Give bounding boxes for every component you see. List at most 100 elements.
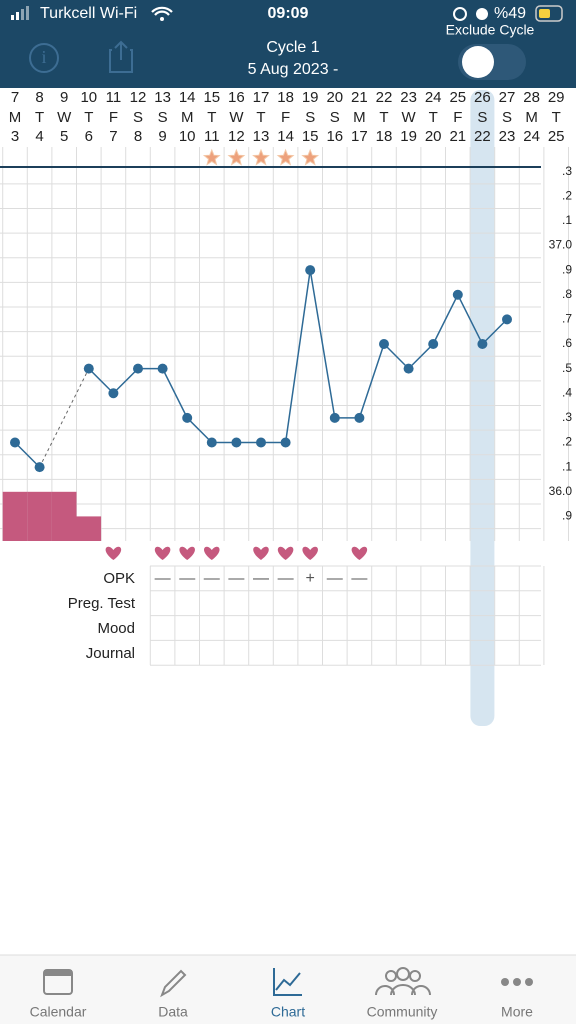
opk-result: —: [155, 570, 171, 587]
date-label: 25: [449, 89, 466, 106]
data-icon: [160, 969, 187, 998]
chart: 7M38T49W510T611F712S813S914M1015T1116W12…: [0, 89, 572, 726]
fertile-star: [202, 148, 221, 166]
weekday-label: S: [305, 109, 315, 126]
temperature-point: [108, 388, 119, 399]
battery-level: [539, 9, 550, 18]
temperature-point: [428, 339, 439, 349]
opk-result: —: [327, 570, 343, 587]
temperature-point: [452, 289, 463, 300]
y-tick-label: .5: [562, 361, 572, 375]
cycle-day-label: 5: [60, 128, 68, 145]
weekday-label: M: [353, 109, 366, 126]
temperature-point: [182, 412, 193, 423]
date-label: 20: [326, 89, 343, 106]
tab-bar: [0, 955, 576, 1024]
weekday-label: T: [429, 109, 438, 126]
weekday-label: T: [379, 109, 388, 126]
lock-icon: [453, 7, 467, 21]
tab-label[interactable]: Community: [367, 1004, 438, 1020]
y-tick-label: 37.0: [549, 238, 573, 252]
weekday-label: M: [181, 109, 194, 126]
date-label: 9: [60, 89, 68, 106]
cycle-day-label: 7: [109, 128, 117, 145]
weekday-label: M: [525, 109, 538, 126]
temperature-point: [280, 437, 291, 448]
cycle-day-label: 17: [351, 128, 368, 145]
y-tick-label: .2: [562, 435, 572, 449]
date-label: 19: [302, 89, 319, 106]
cycle-day-label: 12: [228, 128, 245, 145]
intercourse-heart: [253, 546, 269, 560]
chart-icon: [273, 968, 302, 996]
flow-block: [76, 516, 102, 541]
highlight-column: [470, 90, 495, 726]
row-label: Mood: [97, 620, 135, 637]
cycle-day-label: 16: [326, 128, 343, 145]
fertile-star: [227, 148, 246, 166]
tab-label[interactable]: Calendar: [30, 1004, 87, 1020]
community-icon: [375, 967, 431, 996]
cycle-day-label: 15: [302, 128, 319, 145]
date-label: 17: [253, 89, 270, 106]
cycle-title: Cycle 1: [266, 39, 319, 56]
y-tick-label: .4: [562, 385, 572, 399]
cycle-day-label: 13: [253, 128, 270, 145]
opk-result: —: [179, 570, 195, 587]
cycle-day-label: 22: [474, 128, 491, 145]
intercourse-heart: [179, 546, 195, 560]
fertile-star: [276, 148, 295, 166]
opk-result: —: [204, 570, 220, 587]
y-tick-label: .3: [562, 164, 572, 178]
intercourse-heart: [154, 546, 171, 560]
row-label: Journal: [86, 645, 135, 662]
date-label: 10: [80, 89, 97, 106]
signal-icon: [11, 6, 29, 20]
intercourse-heart: [351, 546, 368, 560]
row-label: Preg. Test: [68, 595, 136, 612]
cycle-day-label: 24: [523, 128, 540, 145]
y-tick-label: .9: [562, 262, 572, 276]
carrier: Turkcell Wi-Fi: [40, 5, 137, 22]
cycle-day-label: 14: [277, 128, 294, 145]
date-label: 21: [351, 89, 368, 106]
weekday-label: S: [133, 109, 143, 126]
weekday-label: W: [57, 109, 72, 126]
temperature-point: [502, 314, 512, 325]
info-button[interactable]: [29, 43, 59, 73]
tab-label[interactable]: More: [501, 1004, 533, 1020]
date-label: 18: [277, 89, 294, 106]
y-tick-label: .1: [562, 213, 572, 227]
tab-label[interactable]: Chart: [271, 1004, 305, 1020]
weekday-label: T: [207, 109, 216, 126]
cycle-day-label: 18: [376, 128, 393, 145]
temperature-point: [10, 437, 20, 448]
tab-label[interactable]: Data: [158, 1004, 188, 1020]
y-tick-label: .2: [562, 188, 572, 202]
wifi-dot: [160, 17, 164, 21]
weekday-label: W: [229, 109, 244, 126]
date-label: 24: [425, 89, 442, 106]
info-glyph: i: [41, 47, 46, 67]
flow-block: [2, 491, 28, 541]
opk-result: +: [306, 570, 315, 587]
share-button[interactable]: [109, 40, 133, 73]
flow-block: [27, 491, 52, 541]
date-label: 23: [400, 89, 417, 106]
date-label: 11: [106, 89, 122, 106]
battery-text: %49: [494, 5, 526, 22]
opk-result: —: [351, 570, 367, 587]
date-label: 22: [376, 89, 393, 106]
temperature-point: [329, 412, 340, 423]
alarm-icon: [476, 8, 488, 20]
weekday-label: S: [158, 109, 168, 126]
calendar-icon: [43, 969, 73, 995]
weekday-label: W: [402, 109, 417, 126]
y-tick-label: .8: [562, 287, 572, 301]
temperature-point: [403, 363, 414, 374]
intercourse-heart: [277, 546, 294, 560]
temperature-point: [305, 265, 316, 276]
cycle-date: 5 Aug 2023 -: [248, 61, 339, 78]
fertile-star: [252, 148, 270, 166]
